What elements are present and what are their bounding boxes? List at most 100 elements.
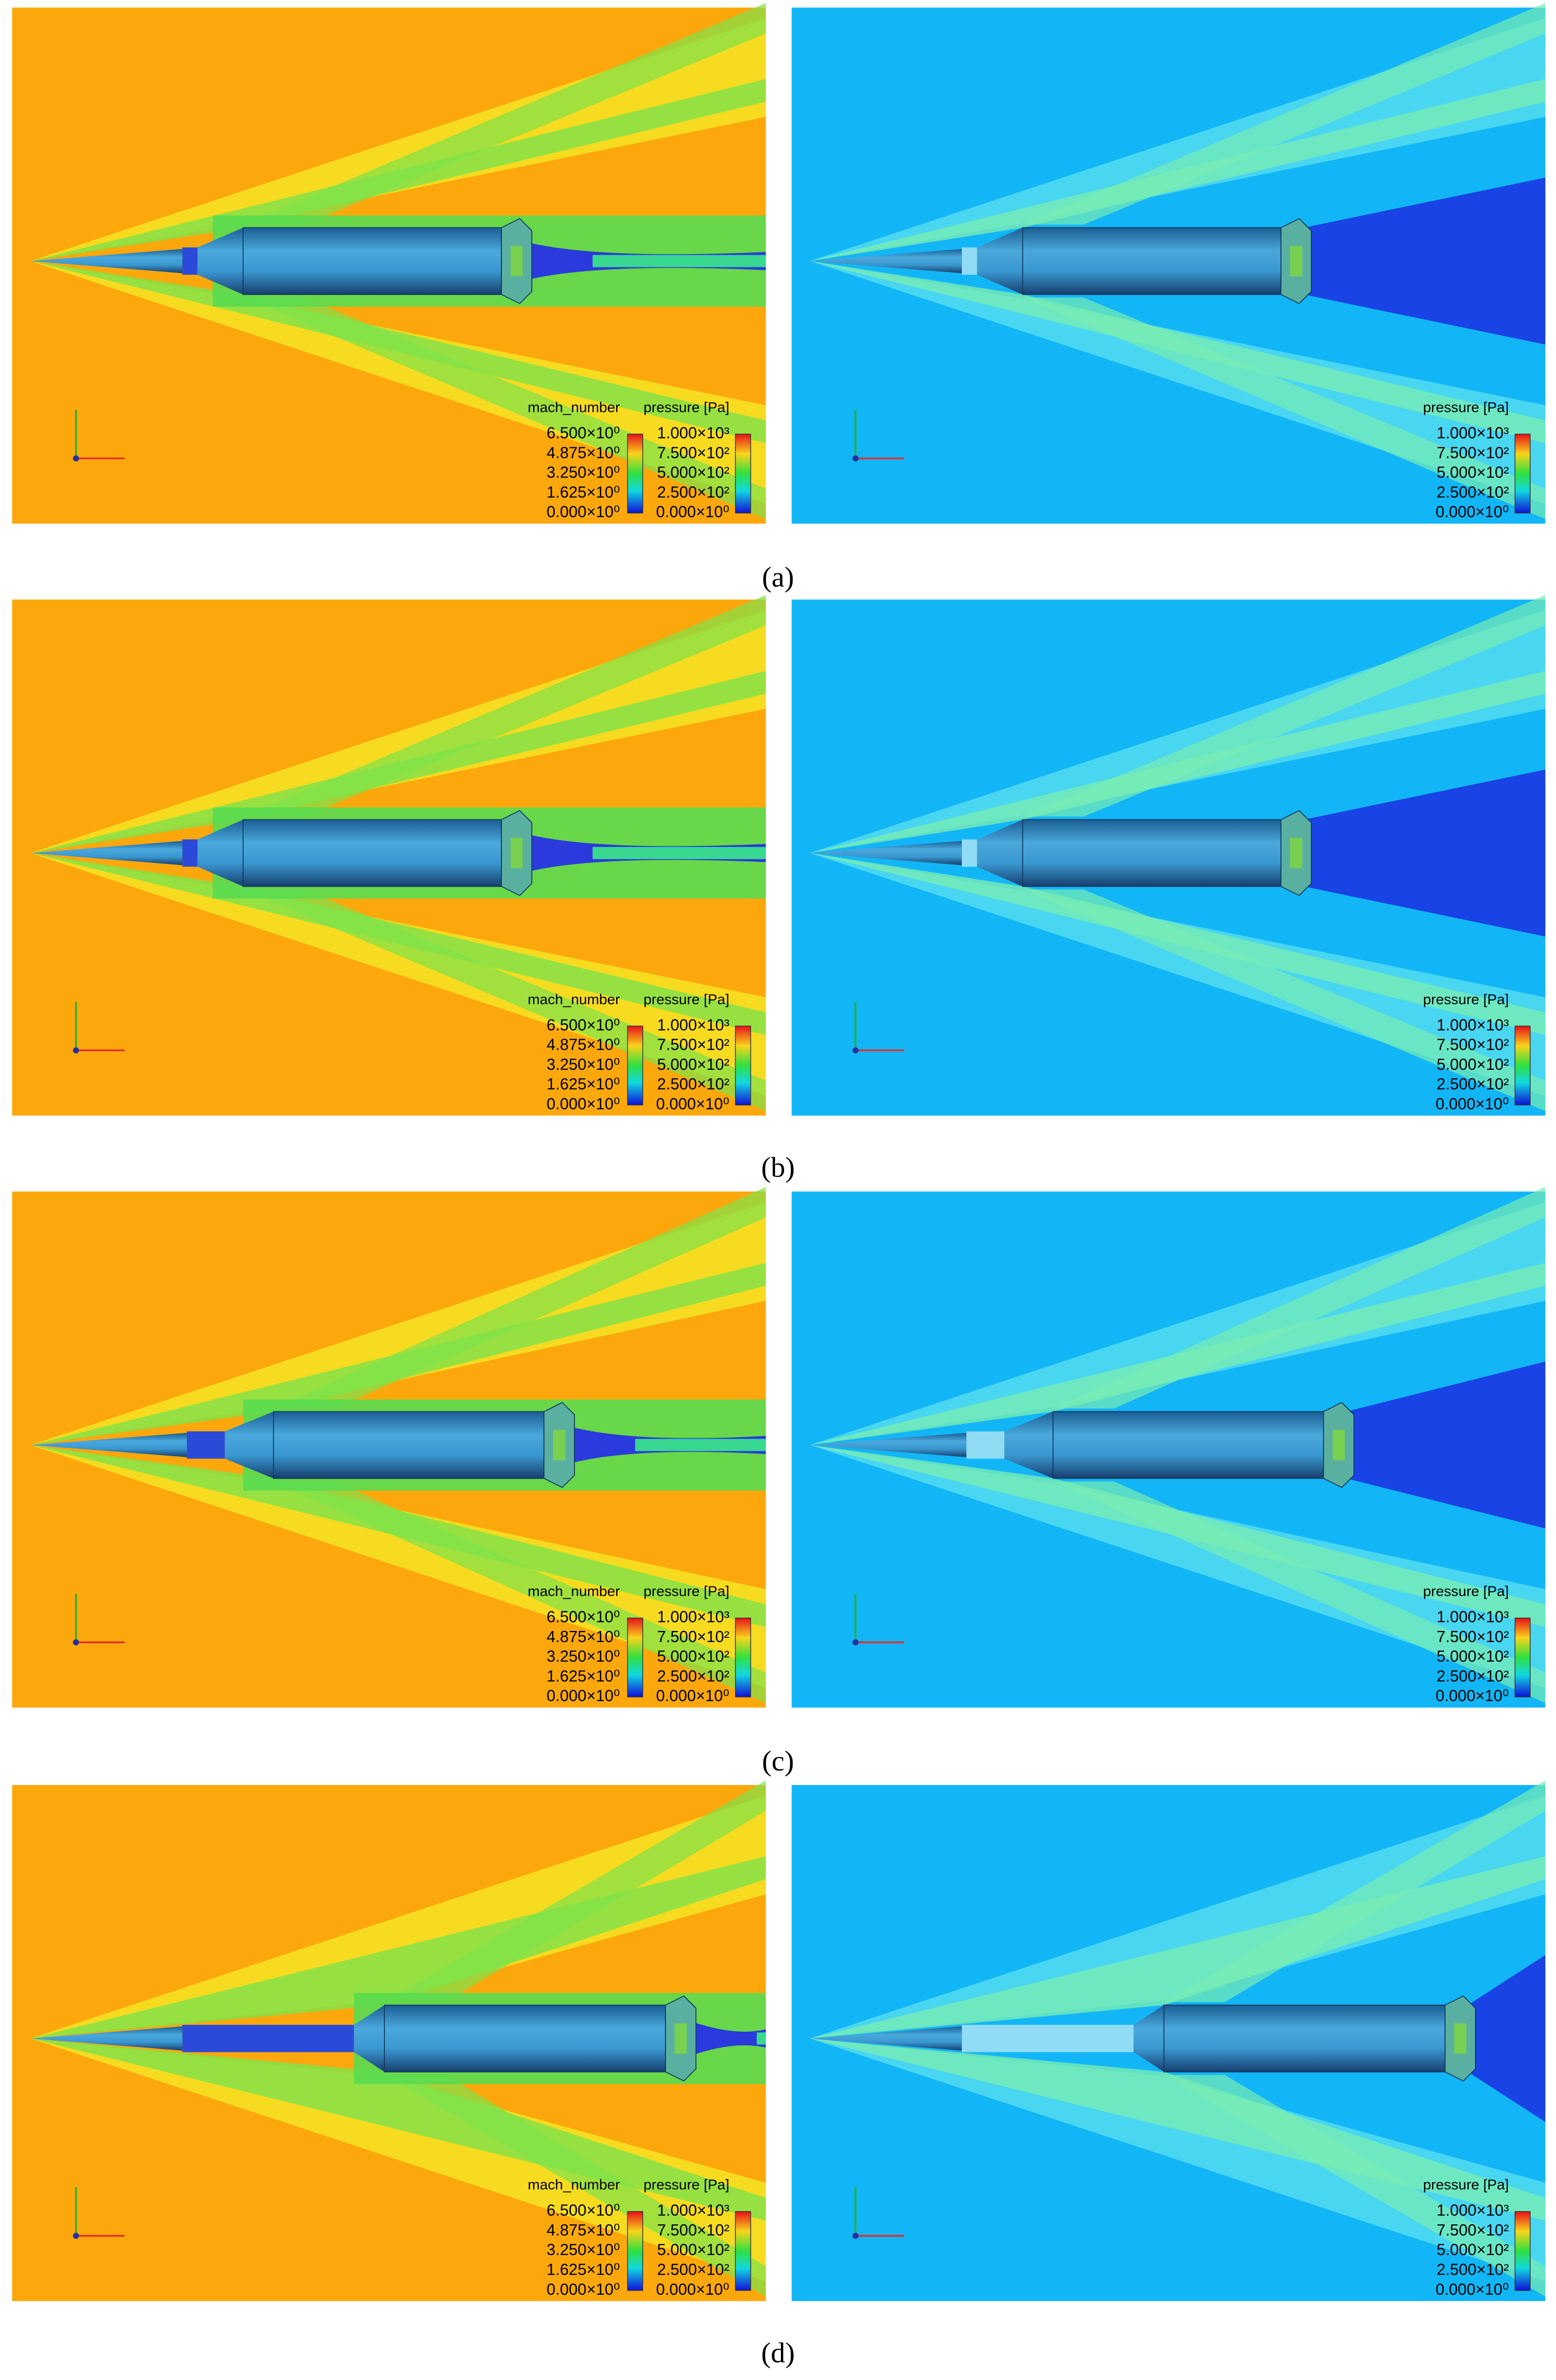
flare <box>1004 1411 1053 1479</box>
legend-tick-label: 0.000×10⁰ <box>656 503 730 521</box>
body <box>1053 1411 1324 1479</box>
pressure-panel: pressure [Pa] 1.000×10³ 7.500×10² 5.000×10²… <box>792 1187 1545 1708</box>
legend-title: pressure [Pa] <box>644 1583 730 1599</box>
legend-tick-label: 0.000×10⁰ <box>1435 503 1509 521</box>
nose-cone <box>810 2026 962 2051</box>
nose-cone <box>30 1432 187 1457</box>
colorbar <box>1514 2211 1531 2291</box>
nose-cone <box>30 249 183 274</box>
colorbar <box>627 2211 643 2291</box>
shock-wave <box>30 1445 766 1627</box>
body <box>273 1411 545 1479</box>
shock-wave <box>810 1202 1545 1445</box>
shock-wave <box>810 1445 1545 1688</box>
legend-title: mach_number <box>528 1583 620 1599</box>
colorbar <box>1514 1617 1531 1698</box>
legend-title: pressure [Pa] <box>1423 1583 1509 1599</box>
mach-panel: mach_number 6.500×10⁰ 4.875×10⁰ 3.250×10⁰ 1.… <box>12 1187 766 1708</box>
legend-tick-label: 0.000×10⁰ <box>656 1095 730 1113</box>
legend-tick-label: 5.000×10² <box>657 1056 730 1074</box>
legend-tick-label: 5.000×10² <box>657 464 730 482</box>
interstage <box>961 247 977 275</box>
body <box>242 819 502 887</box>
mach-panel: mach_number 6.500×10⁰ 4.875×10⁰ 3.250×10⁰ 1.… <box>12 1780 766 2301</box>
shock-wave <box>810 2038 1545 2221</box>
axis-origin <box>852 2232 859 2239</box>
legend-tick-label: 2.500×10² <box>657 2261 730 2279</box>
axis-origin <box>73 1047 79 1053</box>
nozzle <box>674 2023 687 2054</box>
nozzle <box>510 837 523 869</box>
legend-title: pressure [Pa] <box>644 991 730 1007</box>
legend-tick-label: 7.500×10² <box>657 444 730 462</box>
body <box>1022 227 1282 295</box>
interstage <box>182 247 198 275</box>
legend-tick-label: 0.000×10⁰ <box>656 1688 730 1705</box>
legend-tick-label: 1.000×10³ <box>1437 1016 1509 1034</box>
shock-wave <box>30 1445 766 1688</box>
body <box>1022 819 1282 887</box>
wake-core <box>635 1439 766 1452</box>
panel-label: (d) <box>761 2337 795 2369</box>
colorbar <box>735 1025 751 1106</box>
legend-tick-label: 1.000×10³ <box>1437 425 1509 442</box>
colorbar <box>627 1617 643 1698</box>
shock-wave <box>30 610 766 853</box>
legend-tick-label: 3.250×10⁰ <box>546 1648 620 1665</box>
legend-tick-label: 7.500×10² <box>1437 444 1509 462</box>
colorbar <box>1514 1025 1531 1106</box>
interstage <box>961 839 977 867</box>
mach-panel: mach_number 6.500×10⁰ 4.875×10⁰ 3.250×10⁰ 1.… <box>12 595 766 1116</box>
legend-tick-label: 1.625×10⁰ <box>546 1667 620 1685</box>
legend-tick-label: 5.000×10² <box>1437 2241 1509 2259</box>
pressure-panel: pressure [Pa] 1.000×10³ 7.500×10² 5.000×10²… <box>792 3 1545 524</box>
legend-tick-label: 4.875×10⁰ <box>546 1628 620 1646</box>
interstage <box>187 1431 225 1459</box>
wake <box>1468 1955 1545 2122</box>
legend-title: pressure [Pa] <box>1423 991 1509 1007</box>
wake-core <box>592 255 766 267</box>
nose-cone <box>810 841 962 866</box>
pressure-panel: pressure [Pa] 1.000×10³ 7.500×10² 5.000×10²… <box>792 595 1545 1116</box>
shock-wave <box>30 2038 766 2221</box>
legend-title: mach_number <box>528 399 620 416</box>
legend-tick-label: 6.500×10⁰ <box>546 2202 620 2220</box>
shock-wave <box>30 853 766 1096</box>
legend-tick-label: 4.875×10⁰ <box>546 1036 620 1054</box>
legend-tick-label: 1.625×10⁰ <box>546 2261 620 2279</box>
legend-tick-label: 2.500×10² <box>657 1667 730 1685</box>
wake <box>1346 1362 1545 1529</box>
legend-tick-label: 7.500×10² <box>1437 1036 1509 1054</box>
legend-tick-label: 0.000×10⁰ <box>656 2281 730 2298</box>
legend-title: pressure [Pa] <box>1423 2176 1509 2193</box>
shock-wave <box>30 1202 766 1445</box>
legend-tick-label: 1.000×10³ <box>1437 2202 1509 2220</box>
shock-wave <box>1022 889 1545 1111</box>
legend-tick-label: 5.000×10² <box>1437 1648 1509 1665</box>
legend-title: pressure [Pa] <box>644 2176 730 2193</box>
flare <box>197 228 244 295</box>
legend-tick-label: 1.000×10³ <box>657 1016 730 1034</box>
shock-wave <box>1053 1481 1545 1703</box>
nose-cone <box>30 841 183 866</box>
legend-tick-label: 2.500×10² <box>1437 484 1509 501</box>
pressure-panel: pressure [Pa] 1.000×10³ 7.500×10² 5.000×10²… <box>792 1780 1545 2301</box>
axis-origin <box>73 2232 79 2239</box>
shock-wave <box>30 1796 766 2039</box>
axis-origin <box>852 455 859 462</box>
shock-wave <box>810 18 1545 262</box>
colorbar <box>627 1025 643 1106</box>
flare <box>977 819 1023 887</box>
shock-wave <box>810 261 1545 504</box>
legend-tick-label: 2.500×10² <box>657 484 730 501</box>
body <box>1163 2004 1446 2072</box>
flare <box>354 2005 385 2072</box>
legend-tick-label: 2.500×10² <box>657 1076 730 1093</box>
legend-tick-label: 0.000×10⁰ <box>1435 1095 1509 1113</box>
colorbar <box>735 1617 751 1698</box>
legend-tick-label: 0.000×10⁰ <box>546 2281 620 2298</box>
interstage <box>182 839 198 867</box>
nose-cone <box>810 1432 967 1457</box>
